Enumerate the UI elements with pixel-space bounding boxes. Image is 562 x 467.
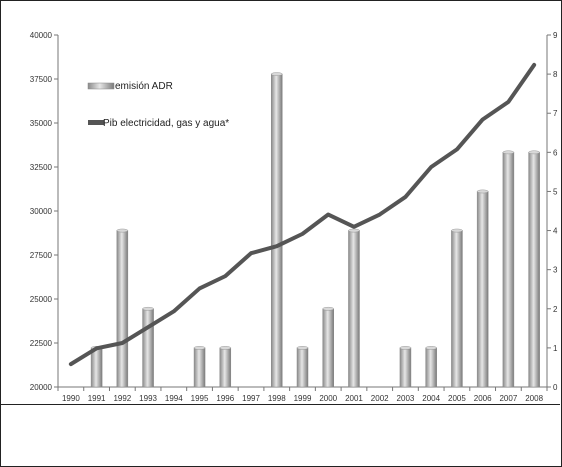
- x-tick-label: 1991: [88, 394, 106, 403]
- line-point: [533, 64, 535, 66]
- bar-cap: [271, 72, 283, 76]
- y-left-tick-label: 30000: [30, 207, 53, 216]
- line-point: [224, 275, 226, 277]
- series-line-pib: [68, 62, 537, 367]
- line-point: [353, 226, 355, 228]
- bar: [271, 73, 283, 388]
- x-tick-label: 1995: [191, 394, 209, 403]
- y-right-tick-label: 7: [553, 109, 558, 118]
- bar-cap: [425, 346, 437, 350]
- line-point: [327, 214, 329, 216]
- legend-label-emision-adr: emisión ADR: [115, 81, 173, 92]
- y-right-tick-label: 1: [553, 344, 558, 353]
- x-tick-label: 1997: [242, 394, 260, 403]
- bar: [219, 347, 232, 388]
- y-left-tick-label: 25000: [30, 295, 53, 304]
- bar: [451, 230, 463, 388]
- axes: 2000022500250002750030000325003500037500…: [30, 31, 558, 403]
- y-right-tick-label: 8: [553, 70, 558, 79]
- legend-line-swatch: [88, 120, 104, 125]
- y-left-tick-label: 35000: [30, 119, 53, 128]
- bar: [476, 191, 489, 388]
- bar: [116, 230, 129, 388]
- bar: [193, 347, 206, 388]
- y-left-tick-label: 20000: [30, 383, 53, 392]
- x-tick-label: 2006: [474, 394, 492, 403]
- line-point: [147, 326, 149, 328]
- bar: [348, 230, 360, 388]
- x-tick-label: 2004: [422, 394, 440, 403]
- legend-label-pib: Pib electricidad, gas y agua*: [103, 118, 229, 129]
- y-right-tick-label: 0: [553, 383, 558, 392]
- y-right-tick-label: 3: [553, 266, 558, 275]
- line-point: [482, 118, 484, 120]
- line-point: [404, 196, 406, 198]
- x-tick-label: 1998: [268, 394, 286, 403]
- y-left-tick-label: 22500: [30, 339, 53, 348]
- y-right-tick-label: 2: [553, 305, 558, 314]
- bar-cap: [528, 150, 540, 155]
- bar: [528, 152, 540, 388]
- line-point: [96, 347, 98, 349]
- line-point: [199, 287, 201, 289]
- x-tick-label: 2002: [371, 394, 389, 403]
- bar-cap: [502, 150, 515, 155]
- x-tick-label: 1994: [165, 394, 183, 403]
- legend-bar-swatch: [87, 82, 115, 90]
- legend: emisión ADR Pib electricidad, gas y agua…: [87, 81, 229, 129]
- x-tick-label: 2000: [319, 394, 337, 403]
- x-tick-label: 2003: [397, 394, 415, 403]
- line-point: [70, 363, 72, 365]
- bar: [296, 347, 309, 388]
- x-tick-label: 2005: [448, 394, 466, 403]
- bar-cap: [399, 346, 412, 350]
- y-left-tick-label: 40000: [30, 31, 53, 40]
- bar-cap: [142, 306, 154, 311]
- line-point: [173, 310, 175, 312]
- bar-cap: [193, 346, 206, 350]
- line-point: [379, 214, 381, 216]
- x-tick-label: 2007: [499, 394, 517, 403]
- bar-cap: [219, 346, 231, 350]
- y-right-tick-label: 9: [553, 31, 558, 40]
- bar-cap: [476, 189, 489, 194]
- bar: [90, 347, 103, 388]
- bar-cap: [296, 346, 309, 350]
- x-tick-label: 1992: [113, 394, 131, 403]
- line-point: [430, 166, 432, 168]
- line-point: [250, 252, 252, 254]
- bar: [399, 347, 412, 388]
- line-point: [456, 148, 458, 150]
- line-point: [302, 233, 303, 235]
- x-tick-label: 1993: [139, 394, 157, 403]
- y-left-tick-label: 32500: [30, 163, 53, 172]
- y-left-tick-label: 37500: [30, 75, 53, 84]
- y-right-tick-label: 4: [553, 227, 558, 236]
- bar: [142, 308, 154, 388]
- y-right-tick-label: 5: [553, 187, 558, 196]
- bar-cap: [116, 228, 129, 233]
- line-series: [68, 62, 537, 367]
- line-point: [276, 245, 278, 247]
- bar-series: [90, 72, 540, 388]
- bar-cap: [451, 228, 463, 233]
- x-tick-label: 2001: [345, 394, 363, 403]
- line-point: [507, 101, 509, 103]
- y-right-tick-label: 6: [553, 148, 558, 157]
- bar: [502, 152, 515, 388]
- x-tick-label: 2008: [525, 394, 543, 403]
- x-tick-label: 1990: [62, 394, 80, 403]
- bar: [425, 347, 437, 388]
- bar-cap: [348, 228, 360, 233]
- figure-divider: [0, 404, 560, 405]
- x-tick-label: 1996: [216, 394, 234, 403]
- x-tick-label: 1999: [294, 394, 312, 403]
- line-point: [121, 342, 123, 344]
- y-left-tick-label: 27500: [30, 251, 53, 260]
- bar: [322, 308, 334, 388]
- bar-cap: [322, 306, 334, 311]
